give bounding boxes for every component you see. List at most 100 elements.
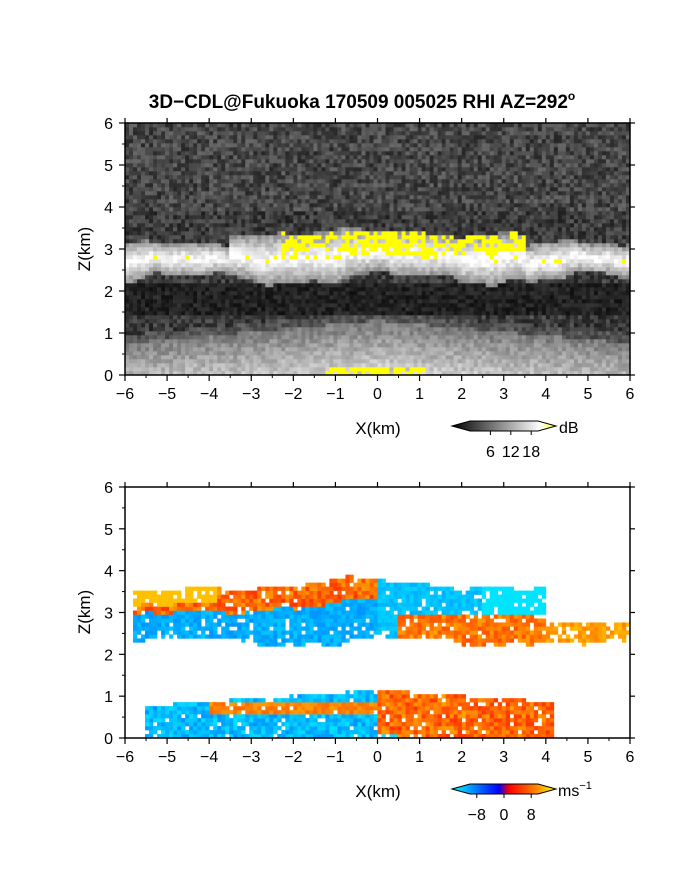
reflectivity-cell bbox=[369, 183, 374, 188]
reflectivity-cell bbox=[185, 355, 190, 360]
reflectivity-cell bbox=[177, 139, 182, 144]
reflectivity-cell bbox=[173, 275, 178, 280]
reflectivity-cell bbox=[241, 183, 246, 188]
reflectivity-cell bbox=[397, 199, 402, 204]
reflectivity-cell bbox=[233, 271, 238, 276]
reflectivity-cell bbox=[217, 291, 222, 296]
reflectivity-cell bbox=[297, 299, 302, 304]
reflectivity-cell bbox=[401, 311, 406, 316]
reflectivity-cell bbox=[417, 167, 422, 172]
reflectivity-cell bbox=[237, 339, 242, 344]
reflectivity-cell bbox=[233, 295, 238, 300]
reflectivity-cell bbox=[337, 231, 342, 236]
reflectivity-cell bbox=[205, 287, 210, 292]
reflectivity-cell bbox=[289, 223, 294, 228]
reflectivity-cell bbox=[149, 363, 154, 368]
reflectivity-cell bbox=[217, 267, 222, 272]
reflectivity-cell bbox=[313, 275, 318, 280]
reflectivity-cell bbox=[333, 215, 338, 220]
reflectivity-cell bbox=[141, 311, 146, 316]
reflectivity-cell bbox=[405, 219, 410, 224]
reflectivity-cell bbox=[149, 299, 154, 304]
reflectivity-cell bbox=[129, 227, 134, 232]
reflectivity-cell bbox=[325, 203, 330, 208]
reflectivity-cell bbox=[421, 299, 426, 304]
reflectivity-cell bbox=[385, 147, 390, 152]
reflectivity-cell bbox=[161, 179, 166, 184]
reflectivity-cell bbox=[205, 127, 210, 132]
reflectivity-cell bbox=[269, 135, 274, 140]
reflectivity-cell bbox=[177, 131, 182, 136]
reflectivity-cell bbox=[333, 343, 338, 348]
reflectivity-cell bbox=[433, 271, 438, 276]
reflectivity-cell bbox=[345, 343, 350, 348]
reflectivity-cell bbox=[245, 163, 250, 168]
reflectivity-cell bbox=[277, 195, 282, 200]
reflectivity-cell bbox=[197, 303, 202, 308]
reflectivity-cell bbox=[225, 323, 230, 328]
reflectivity-cell bbox=[297, 163, 302, 168]
reflectivity-cell bbox=[345, 331, 350, 336]
reflectivity-cell bbox=[245, 175, 250, 180]
reflectivity-cell bbox=[301, 327, 306, 332]
reflectivity-cell bbox=[233, 195, 238, 200]
reflectivity-cell bbox=[149, 219, 154, 224]
reflectivity-cell bbox=[173, 227, 178, 232]
reflectivity-cell bbox=[269, 215, 274, 220]
reflectivity-cell bbox=[393, 283, 398, 288]
reflectivity-cell bbox=[269, 247, 274, 252]
reflectivity-cell bbox=[209, 171, 214, 176]
reflectivity-cell bbox=[133, 183, 138, 188]
reflectivity-cell bbox=[157, 231, 162, 236]
reflectivity-cell bbox=[125, 183, 130, 188]
reflectivity-cell bbox=[249, 127, 254, 132]
reflectivity-cell bbox=[413, 163, 418, 168]
reflectivity-cell bbox=[413, 283, 418, 288]
reflectivity-cell bbox=[257, 359, 262, 364]
reflectivity-cell bbox=[201, 367, 206, 372]
reflectivity-cell bbox=[309, 159, 314, 164]
reflectivity-cell bbox=[309, 151, 314, 156]
reflectivity-cell bbox=[225, 191, 230, 196]
reflectivity-cell bbox=[245, 247, 250, 252]
reflectivity-cell bbox=[341, 163, 346, 168]
reflectivity-cell bbox=[205, 131, 210, 136]
reflectivity-cell bbox=[153, 291, 158, 296]
reflectivity-cell bbox=[181, 223, 186, 228]
reflectivity-cell bbox=[377, 139, 382, 144]
reflectivity-cell bbox=[437, 215, 442, 220]
reflectivity-cell bbox=[417, 135, 422, 140]
reflectivity-cell bbox=[413, 335, 418, 340]
reflectivity-cell bbox=[369, 331, 374, 336]
reflectivity-cell bbox=[345, 163, 350, 168]
reflectivity-cell bbox=[341, 295, 346, 300]
reflectivity-cell bbox=[337, 199, 342, 204]
reflectivity-cell bbox=[377, 311, 382, 316]
reflectivity-cell bbox=[333, 327, 338, 332]
reflectivity-cell bbox=[305, 187, 310, 192]
reflectivity-cell bbox=[157, 263, 162, 268]
reflectivity-cell bbox=[177, 243, 182, 248]
reflectivity-cell bbox=[277, 259, 282, 264]
reflectivity-cell bbox=[337, 159, 342, 164]
reflectivity-cell bbox=[253, 359, 258, 364]
reflectivity-cell bbox=[333, 367, 338, 372]
reflectivity-cell bbox=[209, 283, 214, 288]
reflectivity-cell bbox=[169, 235, 174, 240]
reflectivity-cell bbox=[357, 287, 362, 292]
reflectivity-cell bbox=[221, 123, 226, 128]
reflectivity-cell bbox=[169, 271, 174, 276]
reflectivity-cell bbox=[417, 231, 422, 236]
reflectivity-cell bbox=[137, 371, 142, 376]
reflectivity-cell bbox=[161, 159, 166, 164]
reflectivity-cell bbox=[425, 211, 430, 216]
reflectivity-cell bbox=[337, 243, 342, 248]
reflectivity-cell bbox=[365, 259, 370, 264]
reflectivity-cell bbox=[273, 319, 278, 324]
reflectivity-cell bbox=[165, 187, 170, 192]
reflectivity-cell bbox=[237, 147, 242, 152]
reflectivity-cell bbox=[197, 311, 202, 316]
reflectivity-cell bbox=[397, 123, 402, 128]
reflectivity-cell bbox=[293, 291, 298, 296]
reflectivity-cell bbox=[397, 223, 402, 228]
